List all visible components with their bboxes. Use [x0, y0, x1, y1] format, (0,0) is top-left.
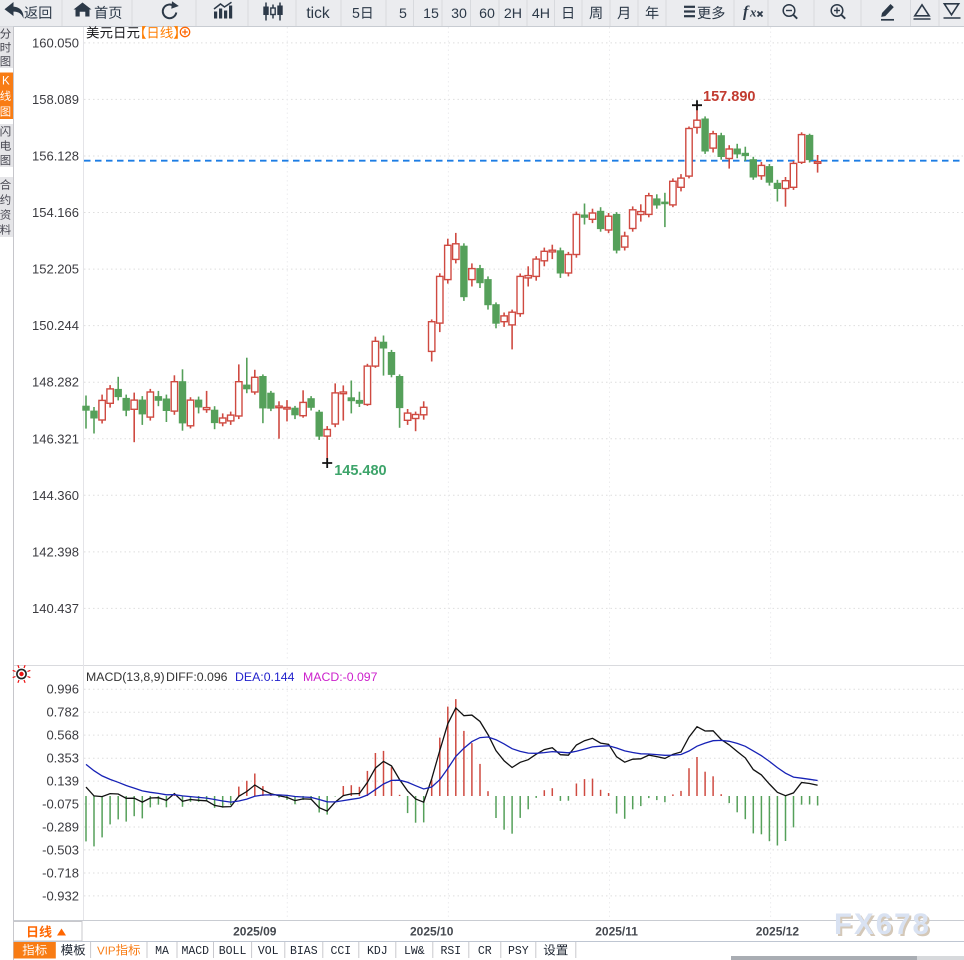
- svg-text:140.437: 140.437: [32, 601, 79, 616]
- svg-text:x: x: [749, 5, 757, 20]
- svg-text:MACD: MACD: [181, 945, 209, 958]
- svg-text:152.205: 152.205: [32, 262, 79, 277]
- svg-text:156.128: 156.128: [32, 149, 79, 164]
- svg-text:2025/12: 2025/12: [756, 925, 800, 939]
- svg-text:148.282: 148.282: [32, 375, 79, 390]
- svg-text:FX678: FX678: [834, 908, 931, 941]
- svg-text:2H: 2H: [504, 6, 522, 22]
- svg-text:142.398: 142.398: [32, 544, 79, 559]
- svg-text:2025/09: 2025/09: [233, 925, 277, 939]
- svg-text:157.890: 157.890: [703, 89, 755, 105]
- svg-text:-0.503: -0.503: [42, 842, 79, 857]
- svg-text:f: f: [743, 4, 750, 21]
- svg-text:145.480: 145.480: [334, 463, 386, 479]
- svg-text:MACD:-0.097: MACD:-0.097: [303, 670, 378, 684]
- svg-text:CCI: CCI: [330, 945, 351, 958]
- svg-text:15: 15: [423, 6, 439, 22]
- svg-text:FX678: FX678: [836, 910, 933, 943]
- svg-text:VOL: VOL: [258, 945, 279, 958]
- svg-text:DEA:0.144: DEA:0.144: [235, 670, 295, 684]
- svg-text:tick: tick: [306, 5, 330, 22]
- svg-text:0.139: 0.139: [46, 774, 79, 789]
- svg-text:2025/11: 2025/11: [595, 925, 638, 939]
- svg-text:-0.075: -0.075: [42, 797, 79, 812]
- svg-text:RSI: RSI: [440, 945, 461, 958]
- svg-text:154.166: 154.166: [32, 205, 79, 220]
- svg-text:5: 5: [399, 6, 407, 22]
- svg-text:MACD(13,8,9): MACD(13,8,9): [86, 670, 165, 684]
- svg-text:PSY: PSY: [508, 945, 529, 958]
- svg-text:BIAS: BIAS: [290, 945, 318, 958]
- svg-text:160.050: 160.050: [32, 35, 79, 50]
- svg-text:0.568: 0.568: [46, 728, 79, 743]
- svg-text:K: K: [2, 75, 10, 87]
- svg-text:146.321: 146.321: [32, 431, 79, 446]
- svg-text:150.244: 150.244: [32, 318, 79, 333]
- svg-text:DIFF:0.096: DIFF:0.096: [166, 670, 228, 684]
- svg-text:2025/10: 2025/10: [410, 925, 454, 939]
- svg-text:LW&: LW&: [404, 945, 425, 958]
- svg-text:0.782: 0.782: [46, 705, 79, 720]
- svg-text:-0.718: -0.718: [42, 865, 79, 880]
- svg-text:60: 60: [479, 6, 495, 22]
- svg-text:-0.932: -0.932: [42, 888, 79, 903]
- svg-text:-0.289: -0.289: [42, 819, 79, 834]
- svg-text:MA: MA: [155, 945, 169, 958]
- svg-text:144.360: 144.360: [32, 488, 79, 503]
- svg-text:KDJ: KDJ: [367, 945, 388, 958]
- svg-text:0.996: 0.996: [46, 682, 79, 697]
- svg-text:BOLL: BOLL: [219, 945, 247, 958]
- svg-text:30: 30: [451, 6, 467, 22]
- svg-text:4H: 4H: [532, 6, 550, 22]
- svg-text:0.353: 0.353: [46, 751, 79, 766]
- svg-text:158.089: 158.089: [32, 92, 79, 107]
- svg-text:CR: CR: [478, 945, 492, 958]
